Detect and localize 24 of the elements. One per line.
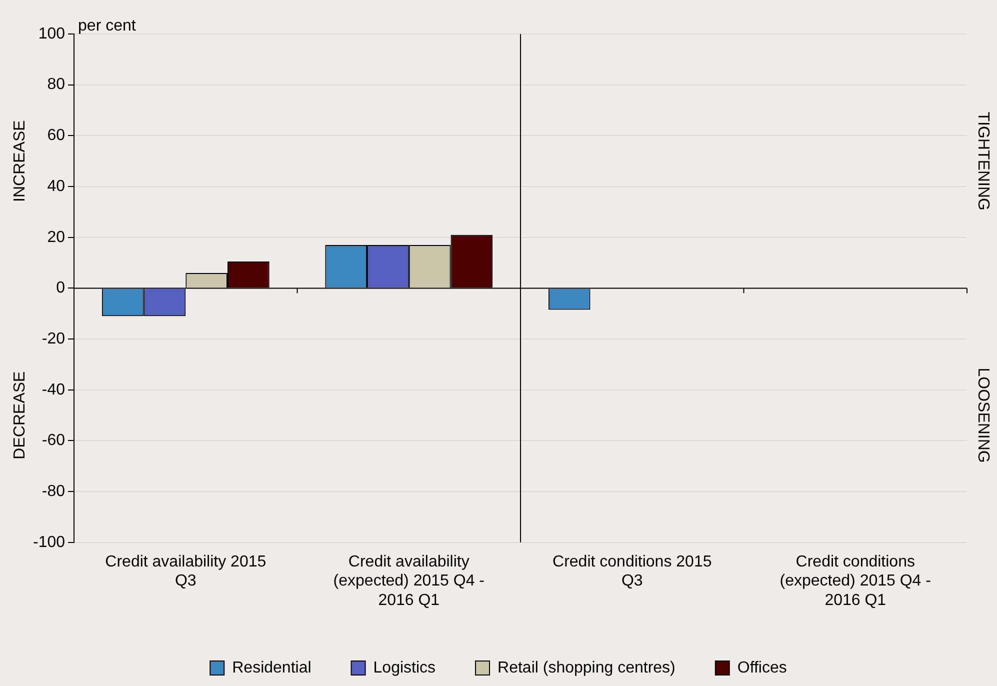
y-tick-label: 0	[56, 280, 66, 297]
y-tick-label: 40	[47, 178, 66, 195]
y-tick-label: 100	[38, 25, 66, 42]
x-tick-label: Credit availability 2015 Q3	[105, 553, 266, 590]
legend-label: Offices	[737, 659, 787, 676]
y-tick-label: 20	[47, 228, 66, 246]
text: INCREASE	[11, 120, 28, 202]
y-tick-label: -20	[42, 330, 66, 348]
y-tick-label: -80	[42, 482, 66, 500]
x-tick-label: Credit availability (expected) 2015 Q4 - 2016 Q1	[333, 553, 484, 609]
legend-label: Logistics	[373, 659, 436, 676]
y-tick-label: -100	[32, 534, 66, 551]
text: DECREASE	[11, 371, 28, 460]
x-tick-label: Credit conditions 2015 Q3	[552, 553, 712, 590]
y-tick-label: -60	[42, 432, 66, 450]
y-axis-title: per cent	[78, 17, 136, 34]
y-tick-label: 80	[47, 76, 66, 94]
legend-label: Residential	[232, 659, 312, 676]
text: TIGHTENING	[974, 112, 992, 210]
y-tick-label: -40	[42, 381, 66, 398]
legend-label: Retail (shopping centres)	[498, 659, 676, 676]
text: LOOSENING	[974, 368, 992, 463]
x-tick-label: Credit conditions (expected) 2015 Q4 - 2016 Q1	[780, 553, 931, 609]
y-tick-label: 60	[47, 127, 66, 144]
